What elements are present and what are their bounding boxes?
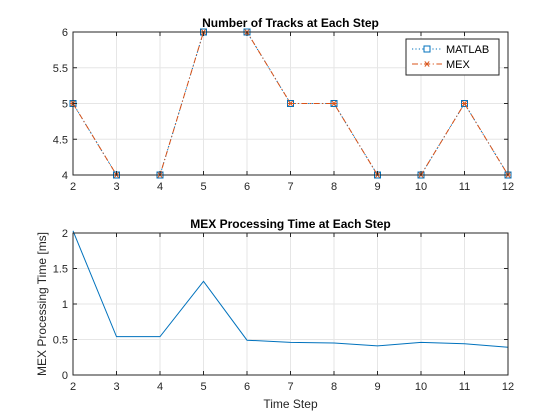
legend-label: MATLAB xyxy=(446,44,489,56)
x-tick-label: 11 xyxy=(459,181,470,193)
data-point-asterisk xyxy=(287,100,294,107)
y-tick-label: 2 xyxy=(62,228,68,240)
x-tick-label: 5 xyxy=(200,381,206,393)
data-point-asterisk xyxy=(331,100,337,107)
x-tick-label: 2 xyxy=(70,381,76,393)
x-tick-label: 10 xyxy=(415,381,427,393)
chart-title: MEX Processing Time at Each Step xyxy=(190,217,391,231)
x-tick-label: 4 xyxy=(157,181,163,193)
y-tick-label: 1 xyxy=(62,299,68,311)
data-point-asterisk xyxy=(461,100,468,107)
x-tick-label: 7 xyxy=(287,181,293,193)
y-axis-label: MEX Processing Time [ms] xyxy=(35,232,49,376)
x-tick-label: 7 xyxy=(287,381,293,393)
legend-marker-square xyxy=(423,45,431,53)
y-tick-label: 1.5 xyxy=(53,264,68,276)
series-line xyxy=(72,230,509,348)
y-tick-label: 6 xyxy=(62,27,68,39)
x-tick-label: 11 xyxy=(459,381,470,393)
x-tick-label: 6 xyxy=(244,181,250,193)
x-axis-label: Time Step xyxy=(263,397,318,411)
asterisk-stroke xyxy=(287,100,294,107)
asterisk-stroke xyxy=(424,61,430,67)
asterisk-stroke xyxy=(461,100,468,107)
x-tick-label: 9 xyxy=(374,381,380,393)
x-tick-label: 10 xyxy=(415,181,427,193)
legend-marker-asterisk xyxy=(424,61,430,67)
x-tick-label: 8 xyxy=(331,381,337,393)
axes-tracks: 2 3 4 5 6 7 8 9 10 11 12 4 4.5 5 5.5 6 Number of Tracks … xyxy=(53,16,514,193)
legend-label: MEX xyxy=(446,59,471,71)
x-tick-label: 3 xyxy=(113,381,119,393)
x-tick-label: 12 xyxy=(502,181,514,193)
x-tick-label: 3 xyxy=(113,181,119,193)
y-tick-label: 5 xyxy=(62,99,68,111)
x-tick-label: 12 xyxy=(502,381,514,393)
axes-processing-time: 2 3 4 5 6 7 8 9 10 11 12 0 0.5 1 1.5 2 MEX Processing Ti… xyxy=(35,217,514,411)
asterisk-stroke xyxy=(331,100,337,107)
y-tick-label: 4 xyxy=(62,170,68,182)
y-tick-label: 0.5 xyxy=(53,335,68,347)
y-tick-label: 4.5 xyxy=(53,134,68,146)
x-tick-label: 4 xyxy=(157,381,163,393)
x-tick-label: 6 xyxy=(244,381,250,393)
x-tick-label: 9 xyxy=(374,181,380,193)
chart-title: Number of Tracks at Each Step xyxy=(202,16,379,30)
x-tick-label: 8 xyxy=(331,181,337,193)
x-tick-label: 2 xyxy=(70,181,76,193)
x-tick-label: 5 xyxy=(200,181,206,193)
y-tick-label: 5.5 xyxy=(53,63,68,75)
y-tick-label: 0 xyxy=(62,370,68,382)
legend-box xyxy=(405,38,500,76)
